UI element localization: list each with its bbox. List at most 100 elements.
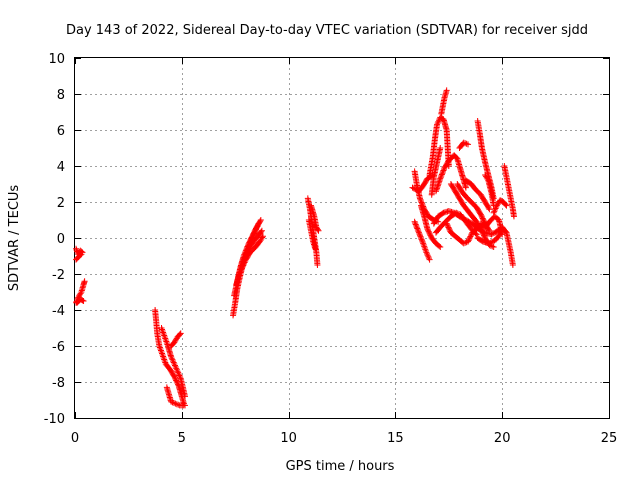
data-point — [443, 220, 450, 227]
data-point — [171, 374, 178, 381]
data-point — [168, 355, 175, 362]
x-axis-label: GPS time / hours — [286, 459, 395, 474]
data-point — [480, 216, 487, 223]
data-point — [498, 229, 505, 236]
data-point — [414, 226, 421, 233]
data-point — [182, 393, 189, 400]
data-point — [249, 231, 256, 238]
data-point — [175, 371, 182, 378]
data-point — [439, 170, 446, 177]
data-point — [479, 214, 486, 221]
data-point — [477, 226, 484, 232]
data-point — [491, 229, 498, 236]
data-point — [258, 228, 265, 235]
data-point — [443, 87, 450, 94]
plot-frame — [74, 57, 610, 419]
data-point — [170, 358, 177, 365]
data-point — [417, 196, 424, 203]
x-tick-label: 15 — [387, 431, 404, 446]
data-point — [170, 359, 177, 366]
data-point — [466, 234, 473, 241]
data-point — [484, 176, 491, 183]
data-point — [486, 227, 493, 234]
data-point — [485, 205, 492, 211]
data-point — [426, 229, 433, 236]
data-point — [492, 229, 499, 236]
data-point — [487, 239, 494, 246]
data-point — [478, 227, 485, 234]
data-point — [426, 256, 433, 263]
grid-lines — [75, 58, 609, 418]
data-point — [314, 262, 321, 268]
chart-title: Day 143 of 2022, Sidereal Day-to-day VTE… — [66, 23, 588, 38]
data-point — [465, 141, 472, 148]
data-point — [236, 271, 243, 277]
data-point — [79, 297, 86, 304]
y-tick-label: 0 — [57, 232, 65, 247]
data-point — [437, 175, 444, 182]
data-point — [77, 252, 84, 259]
data-point — [259, 234, 266, 241]
data-point — [250, 230, 257, 237]
x-tick-label: 25 — [601, 431, 618, 446]
data-point — [171, 373, 178, 380]
data-point — [413, 222, 420, 229]
y-tick-label: -10 — [44, 412, 65, 427]
data-point — [314, 226, 321, 233]
y-tick-label: -4 — [52, 304, 65, 319]
data-point — [480, 218, 487, 225]
data-point — [435, 118, 442, 125]
data-point — [168, 398, 175, 405]
data-point — [462, 184, 469, 191]
x-tick-label: 10 — [280, 431, 297, 446]
y-tick-label: 10 — [48, 52, 65, 67]
data-point — [425, 255, 432, 262]
data-point — [315, 227, 322, 234]
data-point — [312, 245, 319, 252]
data-point — [440, 166, 447, 173]
data-point — [465, 238, 472, 245]
data-point — [172, 400, 179, 407]
data-point — [490, 238, 497, 245]
data-point — [409, 184, 416, 191]
data-point — [239, 263, 246, 270]
axis-ticks: 0 5 10 15 20 25 -10 -8 -6 -4 -2 0 2 4 6 8 10 — [44, 52, 618, 446]
data-point — [423, 249, 430, 256]
data-point — [172, 363, 179, 370]
data-point — [446, 227, 453, 234]
data-point — [411, 218, 418, 225]
data-point — [446, 225, 453, 232]
data-point — [172, 376, 179, 383]
y-tick-label: 2 — [57, 196, 65, 211]
data-point — [241, 259, 248, 266]
data-point — [416, 230, 423, 237]
data-point — [173, 366, 180, 373]
data-point — [462, 140, 469, 147]
data-point — [248, 234, 255, 241]
data-point — [419, 239, 426, 246]
data-point — [465, 237, 472, 244]
data-point — [259, 233, 266, 240]
data-point — [463, 140, 470, 147]
data-point — [258, 227, 265, 234]
data-point — [479, 229, 486, 236]
data-point — [490, 244, 497, 250]
data-point — [175, 369, 182, 376]
data-point — [477, 211, 484, 218]
data-point — [415, 228, 422, 235]
data-point — [257, 218, 264, 225]
y-tick-label: -6 — [52, 340, 65, 355]
data-point — [485, 226, 492, 233]
x-tick-label: 0 — [71, 431, 79, 446]
data-point — [417, 233, 424, 240]
y-tick-label: 4 — [57, 160, 65, 175]
data-point — [486, 206, 493, 213]
data-point — [171, 362, 178, 369]
data-point — [418, 235, 425, 241]
data-point — [239, 265, 246, 272]
data-point — [240, 262, 247, 269]
data-point — [497, 230, 504, 237]
data-point — [412, 220, 419, 227]
data-point — [176, 331, 183, 338]
data-point — [418, 236, 425, 243]
